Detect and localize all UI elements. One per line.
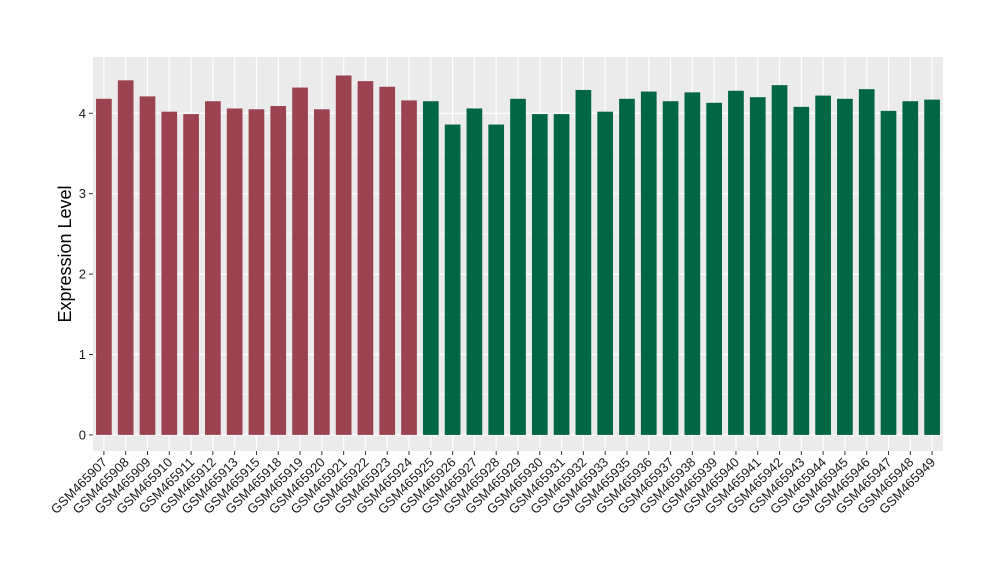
bar-GSM465949 [924, 99, 940, 435]
y-tick-label: 3 [79, 186, 86, 201]
bar-GSM465909 [139, 96, 156, 435]
bar-GSM465918 [270, 106, 287, 435]
bar-GSM465942 [771, 85, 788, 435]
bar-GSM465932 [575, 89, 592, 435]
bar-GSM465907 [96, 98, 112, 435]
x-axis: GSM465907GSM465908GSM465909GSM465910GSM4… [48, 451, 938, 517]
bar-GSM465945 [837, 98, 853, 435]
bar-GSM465947 [880, 110, 897, 435]
bars [96, 75, 940, 435]
bar-GSM465913 [226, 108, 243, 435]
bar-GSM465943 [793, 106, 810, 435]
bar-GSM465936 [640, 91, 657, 435]
y-tick-label: 4 [79, 106, 86, 121]
bar-GSM465930 [531, 114, 548, 435]
bar-GSM465938 [684, 92, 701, 435]
bar-GSM465910 [161, 111, 178, 435]
bar-GSM465924 [401, 100, 417, 435]
bar-GSM465915 [248, 109, 265, 435]
bar-GSM465919 [292, 87, 308, 435]
bar-GSM465923 [379, 86, 396, 435]
bar-GSM465946 [858, 89, 875, 435]
bar-GSM465935 [619, 98, 635, 435]
bar-GSM465933 [597, 111, 614, 435]
bar-GSM465911 [183, 114, 199, 435]
bar-GSM465948 [902, 101, 919, 435]
y-axis: 0 1 2 3 4 [79, 106, 93, 442]
bar-GSM465921 [335, 75, 352, 435]
y-tick-label: 1 [79, 347, 86, 362]
y-tick-label: 2 [79, 267, 86, 282]
bar-GSM465908 [117, 80, 134, 435]
bar-GSM465944 [815, 95, 831, 435]
y-axis-title: Expression Level [55, 185, 75, 322]
y-tick-label: 0 [79, 427, 86, 442]
bar-GSM465912 [205, 101, 221, 435]
bar-GSM465927 [466, 108, 483, 435]
bar-GSM465931 [553, 114, 570, 435]
bar-GSM465937 [662, 101, 679, 435]
bar-GSM465922 [357, 81, 374, 435]
bar-GSM465926 [444, 124, 461, 435]
bar-GSM465941 [749, 97, 766, 435]
bar-GSM465939 [706, 102, 722, 435]
bar-GSM465920 [314, 109, 330, 435]
bar-GSM465925 [422, 101, 439, 435]
bar-GSM465928 [488, 124, 505, 435]
bar-GSM465929 [510, 98, 526, 435]
bar-GSM465940 [728, 90, 744, 435]
